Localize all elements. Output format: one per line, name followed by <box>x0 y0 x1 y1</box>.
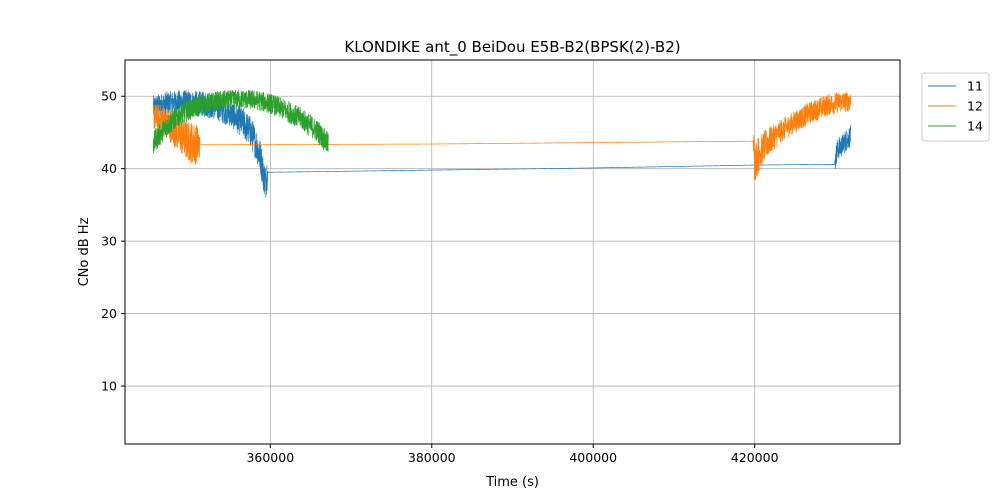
series-line-14 <box>152 89 329 154</box>
y-tick-label: 50 <box>101 89 117 104</box>
legend-label-12: 12 <box>967 99 983 114</box>
legend: 11 12 14 <box>921 72 990 142</box>
series-line-12 <box>152 91 852 182</box>
legend-label-11: 11 <box>967 79 983 94</box>
x-tick-label: 420000 <box>731 450 779 465</box>
y-tick-label: 30 <box>101 234 117 249</box>
tick-layer: 360000 380000 400000 420000 10 20 30 40 50 <box>101 89 778 465</box>
legend-label-14: 14 <box>967 119 983 134</box>
y-tick-label: 10 <box>101 379 117 394</box>
plot-frame <box>124 59 901 445</box>
x-tick-label: 360000 <box>246 450 294 465</box>
series-layer <box>152 89 852 198</box>
y-tick-label: 20 <box>101 306 117 321</box>
chart-title: KLONDIKE ant_0 BeiDou E5B-B2(BPSK(2)-B2) <box>344 38 680 57</box>
x-tick-label: 380000 <box>408 450 456 465</box>
x-axis-label: Time (s) <box>485 475 539 490</box>
legend-frame <box>921 72 990 142</box>
y-axis-label: CNo dB Hz <box>77 217 92 286</box>
grid-layer <box>125 60 900 444</box>
y-tick-label: 40 <box>101 161 117 176</box>
x-tick-label: 400000 <box>569 450 617 465</box>
series-line-11 <box>152 90 852 198</box>
